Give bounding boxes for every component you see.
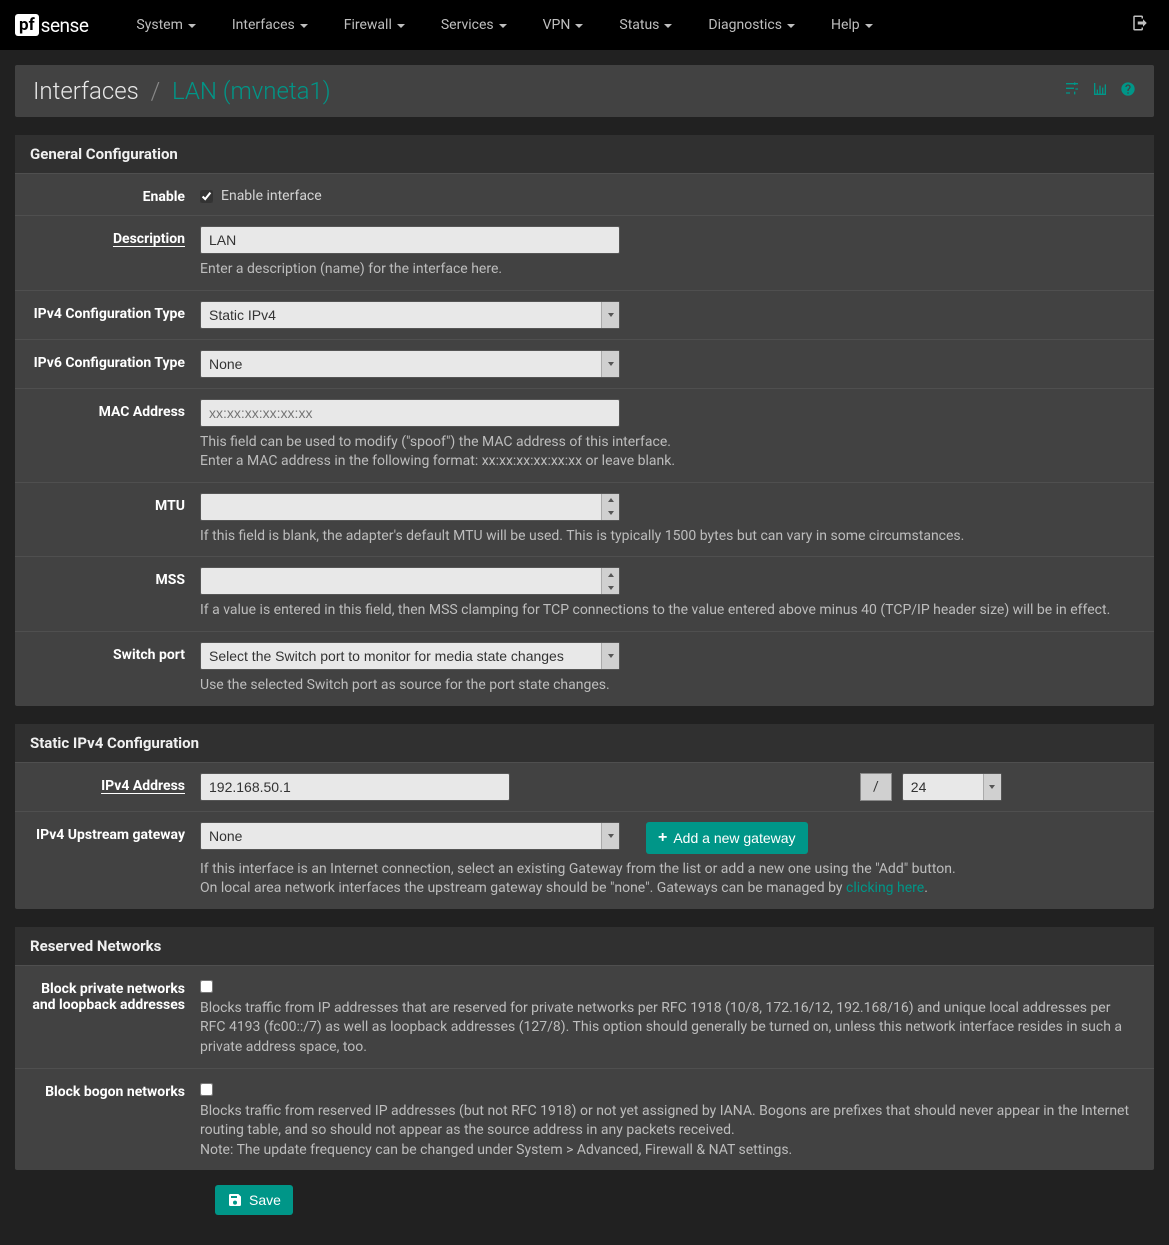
label-block-private: Block private networks and loopback addr… — [30, 976, 200, 1058]
caret-down-icon — [397, 24, 405, 28]
help-icon[interactable] — [1120, 81, 1136, 101]
caret-down-icon — [664, 24, 672, 28]
label-ipv4-gw: IPv4 Upstream gateway — [30, 822, 200, 899]
help-mac: This field can be used to modify ("spoof… — [200, 433, 1139, 472]
label-enable: Enable — [30, 184, 200, 205]
help-block-private: Blocks traffic from IP addresses that ar… — [200, 999, 1139, 1058]
link-clicking-here[interactable]: clicking here — [846, 880, 924, 896]
label-ipv4-addr: IPv4 Address — [30, 773, 200, 801]
caret-down-icon — [188, 24, 196, 28]
panel-static-ipv4: Static IPv4 Configuration IPv4 Address /… — [15, 724, 1154, 909]
nav-item-diagnostics[interactable]: Diagnostics — [690, 2, 813, 48]
logo-box: pf — [15, 14, 39, 36]
nav-item-status[interactable]: Status — [601, 2, 690, 48]
logo-text: sense — [41, 14, 89, 37]
panel-heading-reserved: Reserved Networks — [15, 927, 1154, 965]
label-mtu: MTU — [30, 493, 200, 547]
caret-down-icon — [865, 24, 873, 28]
sliders-icon[interactable] — [1064, 81, 1080, 101]
label-switch-port: Switch port — [30, 642, 200, 696]
help-ipv4-gw: If this interface is an Internet connect… — [200, 860, 1139, 899]
label-mss: MSS — [30, 567, 200, 621]
select-ipv6-type[interactable]: None — [200, 350, 620, 378]
help-description: Enter a description (name) for the inter… — [200, 260, 1139, 280]
logo[interactable]: pf sense — [15, 14, 88, 37]
help-mtu: If this field is blank, the adapter's de… — [200, 527, 1139, 547]
breadcrumb-current: LAN (mvneta1) — [172, 77, 331, 105]
label-description: Description — [30, 226, 200, 280]
breadcrumb: Interfaces / LAN (mvneta1) — [33, 77, 331, 105]
caret-down-icon — [300, 24, 308, 28]
nav-items: System Interfaces Firewall Services VPN … — [118, 2, 890, 48]
logout-icon[interactable] — [1131, 14, 1149, 36]
select-ipv4-type[interactable]: Static IPv4 — [200, 301, 620, 329]
breadcrumb-separator: / — [151, 77, 161, 105]
top-navbar: pf sense System Interfaces Firewall Serv… — [0, 0, 1169, 50]
label-ipv6-type: IPv6 Configuration Type — [30, 350, 200, 378]
breadcrumb-root[interactable]: Interfaces — [33, 77, 139, 105]
plus-icon: + — [658, 830, 667, 846]
panel-heading-general: General Configuration — [15, 135, 1154, 173]
input-mac[interactable] — [200, 399, 620, 427]
help-block-bogon: Blocks traffic from reserved IP addresse… — [200, 1102, 1139, 1161]
label-mac: MAC Address — [30, 399, 200, 472]
caret-down-icon — [787, 24, 795, 28]
input-mss[interactable] — [200, 567, 620, 595]
input-description[interactable] — [200, 226, 620, 254]
chart-icon[interactable] — [1092, 81, 1108, 101]
nav-item-help[interactable]: Help — [813, 2, 891, 48]
panel-reserved: Reserved Networks Block private networks… — [15, 927, 1154, 1171]
breadcrumb-bar: Interfaces / LAN (mvneta1) — [15, 65, 1154, 117]
caret-down-icon — [499, 24, 507, 28]
checkbox-block-private[interactable] — [200, 980, 213, 993]
select-subnet[interactable]: 24 — [902, 773, 1002, 801]
select-switch-port[interactable]: Select the Switch port to monitor for me… — [200, 642, 620, 670]
label-ipv4-type: IPv4 Configuration Type — [30, 301, 200, 329]
save-button[interactable]: Save — [215, 1185, 293, 1215]
input-mtu[interactable] — [200, 493, 620, 521]
checkbox-label-enable: Enable interface — [221, 188, 322, 204]
checkbox-block-bogon[interactable] — [200, 1083, 213, 1096]
nav-item-system[interactable]: System — [118, 2, 213, 48]
slash-separator: / — [860, 773, 892, 801]
save-icon — [227, 1192, 243, 1208]
caret-down-icon — [575, 24, 583, 28]
panel-general: General Configuration Enable Enable inte… — [15, 135, 1154, 706]
nav-item-vpn[interactable]: VPN — [525, 2, 602, 48]
nav-item-interfaces[interactable]: Interfaces — [214, 2, 326, 48]
save-row: Save — [200, 1170, 1154, 1230]
add-gateway-button[interactable]: + Add a new gateway — [646, 822, 808, 854]
checkbox-enable[interactable] — [200, 190, 213, 203]
nav-item-firewall[interactable]: Firewall — [326, 2, 423, 48]
help-mss: If a value is entered in this field, the… — [200, 601, 1139, 621]
nav-item-services[interactable]: Services — [423, 2, 525, 48]
breadcrumb-icons — [1064, 81, 1136, 101]
select-ipv4-gw[interactable]: None — [200, 822, 620, 850]
input-ipv4-addr[interactable] — [200, 773, 510, 801]
help-switch-port: Use the selected Switch port as source f… — [200, 676, 1139, 696]
label-block-bogon: Block bogon networks — [30, 1079, 200, 1161]
panel-heading-static-ipv4: Static IPv4 Configuration — [15, 724, 1154, 762]
